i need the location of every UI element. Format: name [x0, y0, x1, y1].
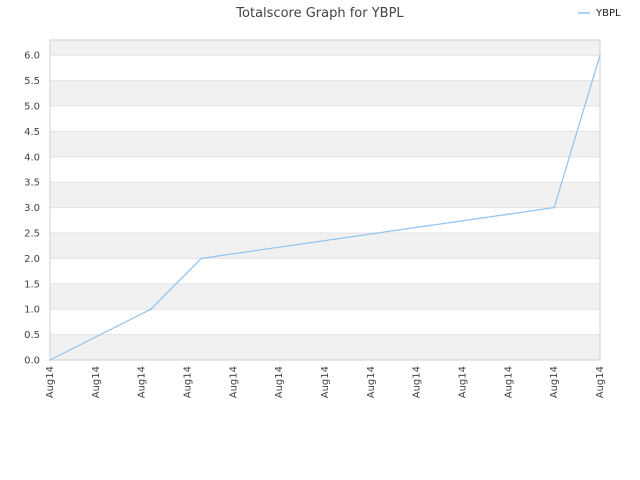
y-tick-label: 0.5 [24, 330, 40, 341]
plot-band [50, 55, 600, 81]
plot-band [50, 156, 600, 183]
y-tick-label: 2.5 [24, 229, 40, 240]
data-point [599, 54, 601, 57]
y-tick-label: 2.0 [24, 254, 40, 265]
y-axis: 0.0 0.5 1.0 1.5 2.0 2.5 3.0 3.5 4.0 4.5 5.0 5.5 6.0 [24, 51, 40, 367]
plot-band [50, 106, 600, 132]
x-tick-label: Aug14 [503, 366, 514, 398]
y-tick-label: 6.0 [24, 51, 40, 62]
x-tick-label: Aug14 [274, 366, 285, 398]
x-tick-label: Aug14 [595, 366, 606, 398]
x-tick-label: Aug14 [549, 366, 560, 398]
legend-label: YBPL [595, 8, 621, 19]
x-tick-label: Aug14 [183, 366, 194, 398]
plot-band [50, 258, 600, 284]
y-tick-label: 4.0 [24, 152, 40, 163]
plot-band [50, 309, 600, 335]
plot-band [50, 334, 600, 360]
x-axis: Aug14 Aug14 Aug14 Aug14 Aug14 Aug14 Aug14 Aug14… [45, 366, 606, 398]
x-tick-label: Aug14 [137, 366, 148, 398]
data-point [200, 257, 203, 260]
series-group [49, 54, 601, 361]
y-tick-label: 5.0 [24, 102, 40, 113]
x-tick-label: Aug14 [366, 366, 377, 398]
gridlines [50, 54, 600, 361]
y-tick-label: 3.0 [24, 203, 40, 214]
x-tick-label: Aug14 [320, 366, 331, 398]
plot-band [50, 40, 600, 56]
data-point [150, 308, 152, 311]
plot-band [50, 131, 600, 157]
x-tick-label: Aug14 [45, 366, 56, 398]
y-tick-label: 0.0 [24, 356, 40, 367]
x-tick-label: Aug14 [91, 366, 102, 398]
plot-bands [50, 40, 600, 360]
plot-band [50, 182, 600, 208]
plot-area-border [49, 39, 601, 361]
x-tick-label: Aug14 [458, 366, 469, 398]
chart-title: Totalscore Graph for YBPL [235, 6, 404, 21]
data-point [49, 359, 51, 361]
data-point [553, 206, 555, 209]
plot-band [50, 80, 600, 107]
y-tick-label: 1.0 [24, 305, 40, 316]
plot-band [50, 207, 600, 234]
x-tick-label: Aug14 [412, 366, 423, 398]
y-tick-label: 4.5 [24, 127, 40, 138]
y-tick-label: 5.5 [24, 76, 40, 87]
plot-band [50, 233, 600, 259]
x-tick-label: Aug14 [228, 366, 239, 398]
legend: YBPL [578, 8, 621, 19]
y-tick-label: 3.5 [24, 178, 40, 189]
y-tick-label: 1.5 [24, 279, 40, 290]
plot-band [50, 283, 600, 310]
